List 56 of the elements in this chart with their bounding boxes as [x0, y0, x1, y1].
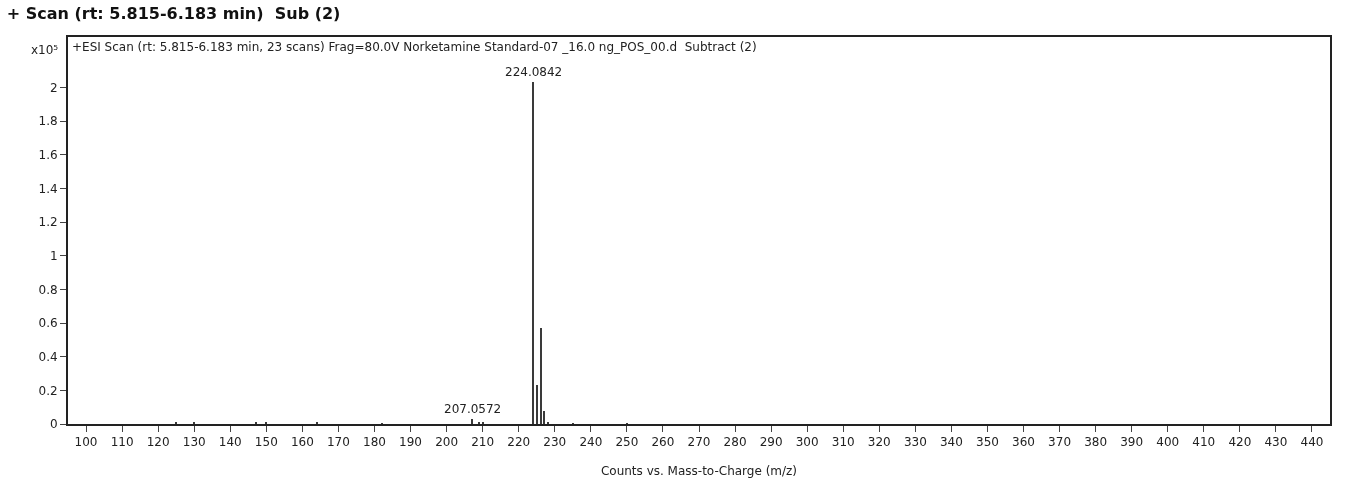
x-axis-title: Counts vs. Mass-to-Charge (m/z) [600, 463, 798, 478]
annotation: 207.0572 [444, 402, 502, 416]
x-tick-label: 180 [363, 435, 386, 450]
x-tick-label: 300 [795, 435, 819, 450]
y-axis-title: x10⁵ [31, 43, 59, 57]
x-tick-label: 170 [326, 435, 350, 450]
x-tick-label: 110 [110, 435, 134, 450]
y-tick-label: 1.8 [38, 114, 58, 129]
y-tick-label: 0.2 [38, 383, 58, 398]
y-tick-label: 0 [49, 417, 58, 432]
x-tick-label: 230 [543, 435, 567, 450]
x-tick-label: 430 [1264, 435, 1288, 450]
bar [536, 385, 538, 424]
x-tick-label: 280 [723, 435, 747, 450]
bar [471, 419, 473, 424]
x-tick-label: 140 [218, 435, 242, 450]
chart-subtitle: +ESI Scan (rt: 5.815-6.183 min, 23 scans) Frag=80.0V Norketamine Standard-07 _16.0 ng_POS_00.d Subtract (2) [72, 40, 757, 54]
y-tick-label: 0.6 [38, 316, 58, 331]
x-tick-label: 240 [579, 435, 603, 450]
x-tick-label: 250 [615, 435, 639, 450]
x-tick-label: 420 [1228, 435, 1252, 450]
x-tick-label: 290 [759, 435, 783, 450]
y-tick-label: 0.8 [38, 282, 58, 297]
y-tick-label: 1.2 [38, 215, 58, 230]
x-tick-label: 150 [254, 435, 278, 450]
x-tick-label: 340 [939, 435, 963, 450]
x-tick-label: 160 [290, 435, 314, 450]
x-tick-label: 350 [976, 435, 999, 450]
bar [532, 82, 534, 424]
x-tick-label: 200 [435, 435, 459, 450]
x-tick-label: 220 [507, 435, 531, 450]
x-tick-label: 320 [867, 435, 891, 450]
x-tick-label: 380 [1084, 435, 1108, 450]
x-tick-label: 390 [1120, 435, 1144, 450]
chart-title: + Scan (rt: 5.815-6.183 min) Sub (2) [6, 3, 341, 23]
y-tick-label: 0.4 [38, 349, 58, 364]
x-tick-label: 100 [74, 435, 98, 450]
x-tick-label: 400 [1156, 435, 1180, 450]
x-tick-label: 120 [146, 435, 170, 450]
x-tick-label: 330 [903, 435, 927, 450]
y-tick-label: 2 [49, 80, 58, 95]
x-tick-label: 260 [651, 435, 675, 450]
x-tick-label: 370 [1048, 435, 1072, 450]
x-tick-label: 190 [399, 435, 422, 450]
x-tick-label: 310 [831, 435, 855, 450]
x-tick-label: 410 [1192, 435, 1216, 450]
y-tick-label: 1.4 [38, 181, 58, 196]
y-tick-label: 1.6 [38, 147, 58, 162]
x-tick-label: 360 [1012, 435, 1035, 450]
x-tick-label: 130 [182, 435, 206, 450]
annotation: 224.0842 [505, 65, 563, 79]
bar [540, 328, 542, 424]
y-tick-label: 1 [49, 248, 58, 263]
x-tick-label: 270 [687, 435, 711, 450]
x-tick-label: 210 [471, 435, 495, 450]
x-tick-label: 440 [1300, 435, 1324, 450]
